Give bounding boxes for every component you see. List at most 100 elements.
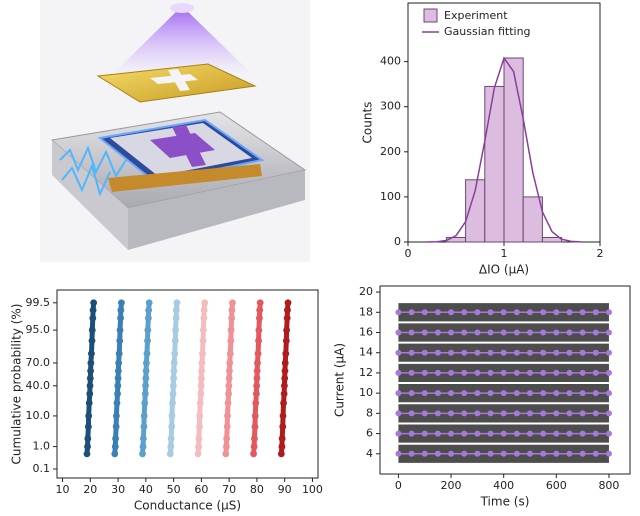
point bbox=[527, 450, 533, 457]
point bbox=[226, 359, 234, 367]
point bbox=[224, 399, 232, 407]
point bbox=[169, 399, 176, 407]
point bbox=[84, 423, 92, 430]
x-tick-label: 400 bbox=[493, 479, 514, 492]
point bbox=[474, 410, 481, 417]
point bbox=[172, 326, 179, 334]
point bbox=[145, 306, 153, 314]
point bbox=[250, 443, 258, 450]
point bbox=[199, 326, 207, 334]
point bbox=[172, 314, 180, 322]
point bbox=[284, 306, 291, 314]
point bbox=[579, 390, 586, 397]
point bbox=[513, 410, 520, 417]
point bbox=[196, 423, 203, 430]
point bbox=[200, 306, 208, 314]
point bbox=[474, 329, 481, 336]
point bbox=[283, 326, 291, 334]
point bbox=[474, 369, 481, 376]
point bbox=[421, 349, 428, 356]
point bbox=[566, 309, 573, 316]
x-tick-label: 0 bbox=[395, 479, 402, 492]
bar bbox=[522, 196, 543, 243]
point bbox=[500, 309, 507, 316]
point bbox=[201, 299, 209, 307]
point bbox=[579, 329, 586, 336]
point bbox=[592, 349, 599, 356]
point bbox=[278, 435, 286, 442]
y-tick-label: 14 bbox=[359, 346, 373, 359]
point bbox=[139, 443, 147, 450]
y-axis-label: Cumulative probability (%) bbox=[10, 304, 24, 465]
point bbox=[434, 349, 441, 356]
point bbox=[226, 350, 234, 358]
bar bbox=[484, 85, 505, 243]
point bbox=[225, 382, 233, 390]
point bbox=[487, 349, 494, 356]
point bbox=[487, 309, 494, 316]
point bbox=[115, 359, 123, 367]
point bbox=[527, 390, 533, 397]
point bbox=[474, 390, 481, 397]
point bbox=[225, 374, 233, 382]
point bbox=[434, 390, 441, 397]
y-tick-label: 0.1 bbox=[33, 462, 51, 475]
point bbox=[255, 326, 263, 334]
point bbox=[198, 359, 206, 367]
point bbox=[448, 309, 455, 316]
light-source bbox=[170, 3, 194, 13]
point bbox=[197, 382, 205, 390]
point bbox=[513, 329, 520, 336]
point bbox=[513, 369, 520, 376]
point bbox=[90, 299, 98, 307]
point bbox=[194, 450, 202, 458]
point bbox=[408, 410, 415, 417]
x-tick-label: 0 bbox=[405, 247, 412, 260]
point bbox=[395, 410, 402, 417]
point bbox=[461, 430, 468, 437]
point bbox=[195, 435, 203, 442]
point bbox=[579, 450, 586, 457]
y-tick-label: 10 bbox=[359, 386, 373, 399]
legend-label: Gaussian fitting bbox=[444, 25, 531, 38]
point bbox=[421, 450, 428, 457]
point bbox=[540, 329, 547, 336]
x-tick-label: 2 bbox=[597, 247, 604, 260]
point bbox=[527, 369, 533, 376]
point bbox=[487, 329, 494, 336]
point bbox=[84, 443, 91, 450]
y-tick-label: 100 bbox=[380, 190, 401, 203]
point bbox=[224, 412, 231, 420]
point bbox=[448, 329, 455, 336]
point bbox=[421, 430, 428, 437]
point bbox=[86, 374, 94, 382]
point bbox=[112, 435, 119, 442]
point bbox=[395, 450, 402, 457]
point bbox=[252, 399, 260, 407]
point bbox=[553, 430, 560, 437]
point bbox=[256, 306, 264, 314]
point bbox=[527, 349, 533, 356]
y-tick-label: 40.0 bbox=[26, 379, 51, 392]
point bbox=[408, 369, 415, 376]
y-tick-label: 99.5 bbox=[26, 296, 51, 309]
point bbox=[408, 349, 415, 356]
point bbox=[255, 337, 262, 345]
x-tick-label: 80 bbox=[250, 483, 264, 496]
point bbox=[448, 410, 455, 417]
point bbox=[434, 450, 441, 457]
point bbox=[115, 350, 123, 358]
point bbox=[141, 390, 149, 398]
point bbox=[513, 349, 520, 356]
point bbox=[513, 390, 520, 397]
point bbox=[284, 299, 292, 307]
point bbox=[434, 369, 441, 376]
point bbox=[197, 390, 205, 398]
point bbox=[200, 314, 208, 322]
illustration bbox=[40, 0, 310, 262]
point bbox=[448, 430, 455, 437]
point bbox=[88, 326, 96, 334]
point bbox=[227, 337, 235, 345]
x-axis-label: Time (s) bbox=[480, 495, 530, 509]
legend-label: Experiment bbox=[444, 9, 508, 22]
